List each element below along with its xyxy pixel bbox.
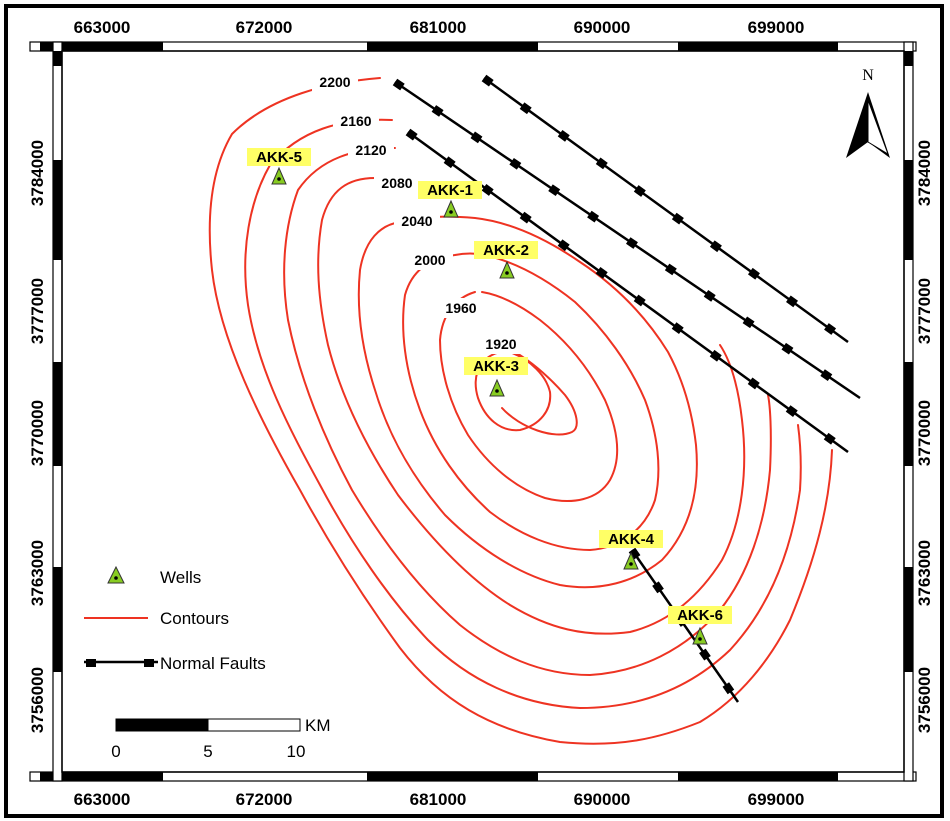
- well-akk-5: AKK-5: [247, 148, 311, 185]
- x-tick-label: 672000: [236, 790, 293, 809]
- contour-label: 2080: [381, 175, 412, 191]
- y-tick-label: 3777000: [28, 278, 47, 344]
- y-tick-label: 3763000: [28, 540, 47, 606]
- left-neatline: [52, 41, 63, 782]
- wells-layer: AKK-5 AKK-1 AKK-2 AKK-3 AKK-4: [247, 148, 732, 645]
- map-outer-border: [4, 4, 944, 818]
- legend-wells-label: Wells: [160, 568, 201, 587]
- contour-line-1920-core: [499, 344, 578, 436]
- contour-label: 2000: [414, 252, 445, 268]
- contour-line-2080: [317, 177, 746, 635]
- map-frame: [61, 50, 905, 773]
- well-label: AKK-1: [427, 182, 473, 199]
- contour-label: 2120: [355, 142, 386, 158]
- legend-contours-label: Contours: [160, 609, 229, 628]
- scale-unit: KM: [305, 716, 331, 735]
- legend-wells: Wells: [107, 565, 201, 587]
- contour-line-2160: [244, 118, 802, 709]
- fault-south: [628, 547, 742, 705]
- well-label: AKK-3: [473, 358, 519, 375]
- y-tick-label: 3777000: [915, 278, 934, 344]
- well-triangle-icon: [271, 166, 287, 185]
- scale-label: 10: [287, 742, 306, 761]
- x-axis-bottom: 663000 672000 681000 690000 699000: [74, 790, 805, 809]
- x-tick-label: 690000: [574, 790, 631, 809]
- scale-bar: KM 0 5 10: [111, 716, 330, 761]
- well-triangle-icon: [623, 551, 639, 570]
- contour-label: 1920: [485, 336, 516, 352]
- legend-faults: Normal Faults: [84, 654, 266, 673]
- well-triangle-icon: [107, 565, 125, 584]
- contour-line-2040: [357, 215, 698, 589]
- contour-line-2200: [208, 77, 833, 745]
- x-tick-label: 690000: [574, 18, 631, 37]
- fault-east: [481, 74, 851, 346]
- well-akk-1: AKK-1: [418, 181, 482, 218]
- well-label: AKK-5: [256, 149, 302, 166]
- x-tick-label: 663000: [74, 18, 131, 37]
- contour-label: 2040: [401, 213, 432, 229]
- well-akk-2: AKK-2: [474, 241, 538, 279]
- legend-faults-label: Normal Faults: [160, 654, 266, 673]
- well-label: AKK-2: [483, 242, 529, 259]
- well-triangle-icon: [499, 260, 515, 279]
- y-tick-label: 3770000: [28, 400, 47, 466]
- well-triangle-icon: [443, 199, 459, 218]
- contour-label: 2160: [340, 113, 371, 129]
- y-tick-label: 3763000: [915, 540, 934, 606]
- fault-middle: [392, 78, 863, 402]
- right-neatline: [903, 41, 914, 782]
- y-tick-label: 3770000: [915, 400, 934, 466]
- y-tick-label: 3756000: [28, 667, 47, 733]
- north-arrow: N: [846, 67, 890, 158]
- well-triangle-icon: [489, 378, 505, 397]
- legend-contours: Contours: [84, 609, 229, 628]
- well-akk-6: AKK-6: [668, 606, 732, 645]
- x-tick-label: 681000: [410, 790, 467, 809]
- legend: Wells Contours Normal Faults: [84, 565, 266, 673]
- scale-label: 5: [203, 742, 212, 761]
- well-triangle-icon: [692, 626, 708, 645]
- y-tick-label: 3784000: [915, 140, 934, 206]
- contour-line-1960: [439, 291, 619, 502]
- y-axis-right: 3784000 3777000 3770000 3763000 3756000: [915, 140, 934, 733]
- well-akk-4: AKK-4: [599, 530, 663, 570]
- y-axis-left: 3784000 3777000 3770000 3763000 3756000: [28, 140, 47, 733]
- well-label: AKK-6: [677, 607, 723, 624]
- contour-line-2120: [283, 147, 772, 676]
- x-tick-label: 699000: [748, 18, 805, 37]
- scale-label: 0: [111, 742, 120, 761]
- bottom-neatline: [29, 771, 917, 782]
- contour-label: 2200: [319, 74, 350, 90]
- normal-faults: [392, 74, 863, 705]
- contour-labels: 2200 2160 2120 2080 2040 2000 1960 1920: [312, 72, 524, 354]
- north-label: N: [862, 67, 874, 84]
- x-tick-label: 681000: [410, 18, 467, 37]
- x-tick-label: 672000: [236, 18, 293, 37]
- top-neatline: [29, 41, 917, 52]
- well-label: AKK-4: [608, 531, 654, 548]
- x-tick-label: 663000: [74, 790, 131, 809]
- y-tick-label: 3756000: [915, 667, 934, 733]
- well-akk-3: AKK-3: [464, 357, 528, 397]
- contour-label: 1960: [445, 300, 476, 316]
- x-axis-top: 663000 672000 681000 690000 699000: [74, 18, 805, 37]
- y-tick-label: 3784000: [28, 140, 47, 206]
- x-tick-label: 699000: [748, 790, 805, 809]
